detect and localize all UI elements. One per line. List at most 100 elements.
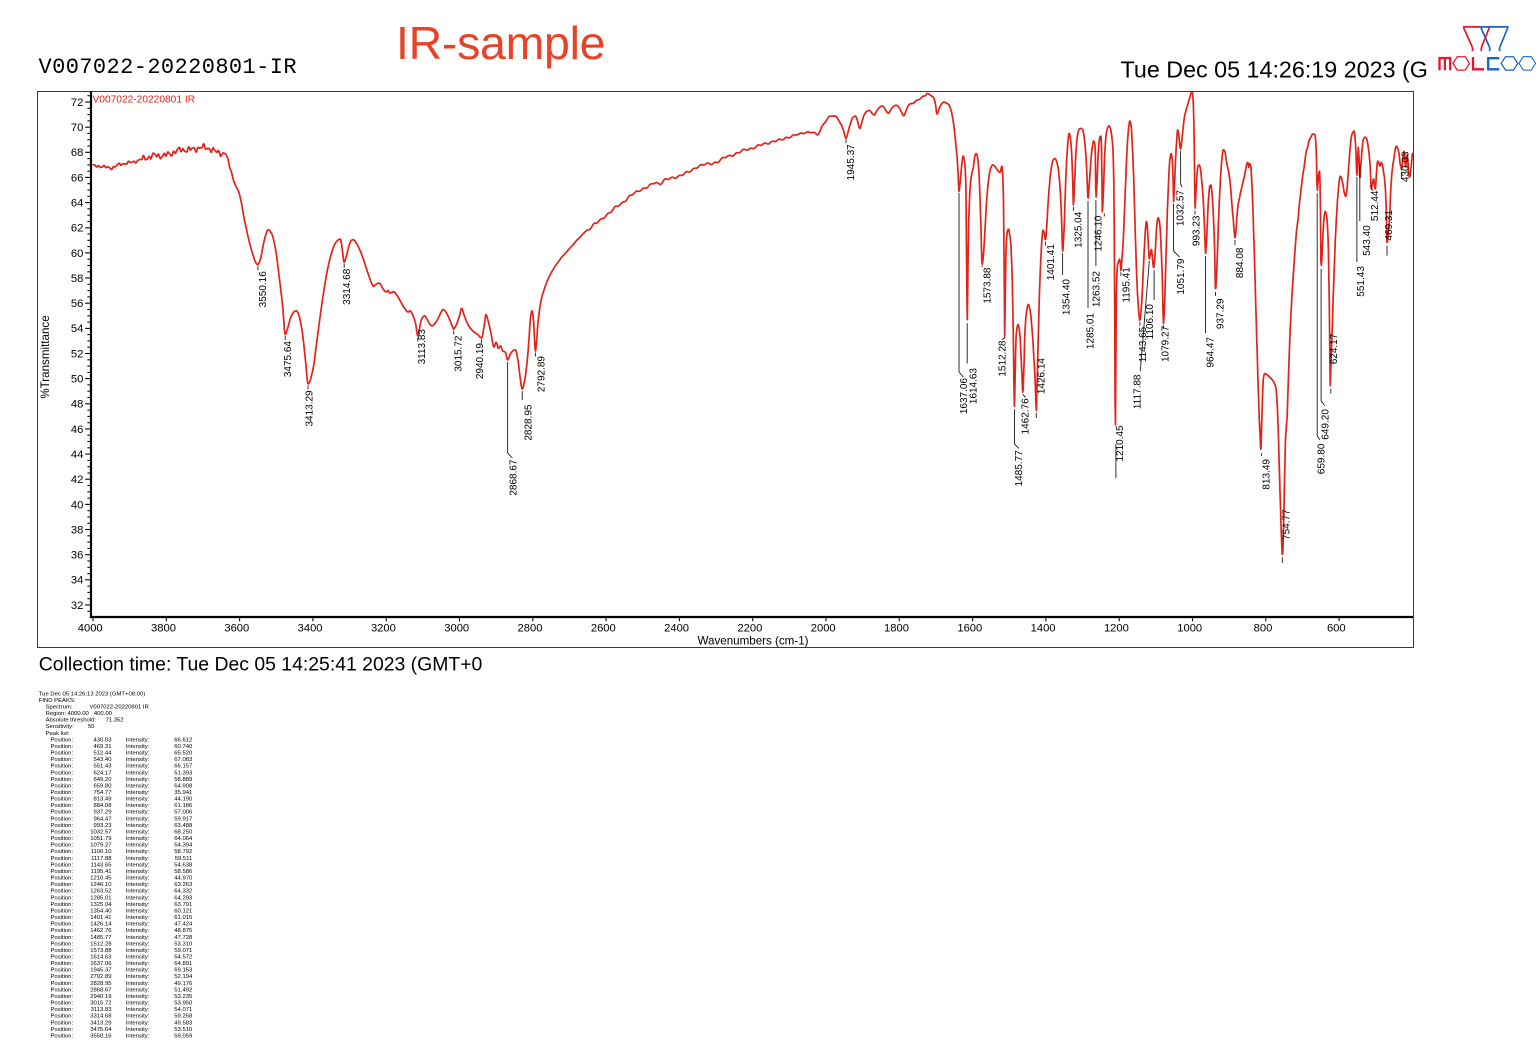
svg-text:3475.64: 3475.64: [90, 1027, 112, 1033]
svg-text:59.258: 59.258: [174, 1014, 193, 1020]
svg-text:35.941: 35.941: [174, 790, 192, 796]
svg-text:964.47: 964.47: [93, 816, 111, 822]
svg-text:Intensity:: Intensity:: [126, 862, 150, 868]
svg-text:Intensity:: Intensity:: [126, 829, 150, 835]
svg-text:Intensity:: Intensity:: [126, 757, 150, 763]
svg-text:59.071: 59.071: [174, 948, 192, 954]
svg-text:64.891: 64.891: [174, 961, 192, 967]
svg-text:2828.95: 2828.95: [90, 981, 112, 987]
svg-text:Wavenumbers (cm-1): Wavenumbers (cm-1): [697, 635, 808, 648]
svg-text:65.520: 65.520: [174, 751, 193, 757]
svg-text:48: 48: [71, 399, 83, 411]
svg-text:Position:: Position:: [51, 797, 74, 803]
svg-text:Position:: Position:: [51, 757, 74, 763]
svg-text:Intensity:: Intensity:: [126, 908, 150, 914]
svg-text:Position:: Position:: [51, 862, 74, 868]
svg-text:Position:: Position:: [51, 882, 74, 888]
svg-text:Position:: Position:: [51, 1007, 74, 1013]
svg-text:1285.01: 1285.01: [1086, 313, 1097, 350]
svg-text:52.194: 52.194: [174, 974, 193, 980]
svg-text:Position:: Position:: [51, 836, 74, 842]
svg-text:Intensity:: Intensity:: [126, 1033, 150, 1039]
svg-text:Intensity:: Intensity:: [126, 948, 150, 954]
svg-text:Intensity:: Intensity:: [126, 843, 150, 849]
svg-text:Absolute threshold:: Absolute threshold:: [46, 718, 97, 724]
svg-text:Position:: Position:: [51, 994, 74, 1000]
svg-text:Position:: Position:: [51, 1001, 74, 1007]
svg-text:543.40: 543.40: [93, 757, 112, 763]
svg-text:1945.37: 1945.37: [90, 968, 111, 974]
svg-text:3413.29: 3413.29: [305, 390, 316, 427]
svg-text:Position:: Position:: [51, 783, 74, 789]
svg-text:964.47: 964.47: [1205, 337, 1216, 368]
svg-text:3200: 3200: [371, 623, 396, 635]
svg-text:Position:: Position:: [51, 803, 74, 809]
svg-text:1600: 1600: [957, 623, 982, 635]
svg-text:34: 34: [71, 575, 83, 587]
svg-text:Intensity:: Intensity:: [126, 922, 150, 928]
svg-text:63.263: 63.263: [174, 882, 193, 888]
svg-text:Position:: Position:: [51, 1033, 74, 1039]
svg-text:993.23: 993.23: [1192, 215, 1203, 246]
svg-text:1143.65: 1143.65: [91, 862, 113, 868]
svg-text:2600: 2600: [591, 623, 616, 635]
svg-text:Intensity:: Intensity:: [126, 856, 150, 862]
svg-text:1485.77: 1485.77: [1014, 450, 1025, 487]
svg-text:54.071: 54.071: [174, 1007, 192, 1013]
svg-text:2940.19: 2940.19: [475, 343, 486, 380]
svg-text:64: 64: [71, 198, 83, 210]
svg-text:Position:: Position:: [51, 764, 74, 770]
svg-text:1573.88: 1573.88: [983, 267, 994, 304]
svg-text:3400: 3400: [298, 623, 323, 635]
svg-text:58.586: 58.586: [174, 869, 193, 875]
svg-text:1800: 1800: [884, 623, 909, 635]
svg-text:Intensity:: Intensity:: [126, 816, 150, 822]
svg-text:551.43: 551.43: [1356, 266, 1367, 297]
svg-text:36: 36: [71, 550, 83, 562]
svg-text:48.875: 48.875: [174, 928, 193, 934]
svg-text:Position:: Position:: [51, 790, 74, 796]
svg-text:1285.01: 1285.01: [90, 895, 111, 901]
svg-text:V007022-20220801 IR: V007022-20220801 IR: [93, 95, 196, 106]
svg-text:600: 600: [1327, 623, 1346, 635]
svg-text:51.492: 51.492: [174, 987, 192, 993]
svg-text:68: 68: [71, 147, 83, 159]
svg-text:Position:: Position:: [51, 961, 74, 967]
svg-text:Position:: Position:: [51, 876, 74, 882]
svg-text:42: 42: [71, 474, 83, 486]
svg-text:1354.40: 1354.40: [1062, 279, 1073, 316]
svg-text:1200: 1200: [1104, 623, 1129, 635]
svg-text:50: 50: [88, 724, 95, 730]
svg-text:53.950: 53.950: [174, 1001, 193, 1007]
svg-text:1614.63: 1614.63: [969, 368, 980, 405]
svg-text:64.064: 64.064: [174, 836, 193, 842]
svg-text:Position:: Position:: [51, 902, 74, 908]
svg-text:Intensity:: Intensity:: [126, 1001, 150, 1007]
svg-text:Intensity:: Intensity:: [126, 764, 150, 770]
svg-text:1195.41: 1195.41: [91, 869, 112, 875]
svg-text:2800: 2800: [518, 623, 543, 635]
svg-text:Intensity:: Intensity:: [126, 987, 150, 993]
svg-text:Position:: Position:: [51, 823, 74, 829]
svg-text:Intensity:: Intensity:: [126, 876, 150, 882]
svg-text:Intensity:: Intensity:: [126, 783, 150, 789]
svg-text:2792.89: 2792.89: [536, 356, 547, 393]
svg-text:58.889: 58.889: [174, 777, 192, 783]
svg-text:Intensity:: Intensity:: [126, 928, 150, 934]
svg-text:3550.16: 3550.16: [90, 1033, 112, 1039]
svg-text:60: 60: [71, 248, 83, 260]
svg-text:Position:: Position:: [51, 1014, 74, 1020]
svg-text:3550.16: 3550.16: [258, 271, 269, 308]
svg-text:59.059: 59.059: [174, 1033, 192, 1039]
svg-text:Intensity:: Intensity:: [126, 961, 150, 967]
svg-text:469.31: 469.31: [93, 744, 111, 750]
svg-text:54: 54: [71, 323, 83, 335]
svg-text:Tue Dec 05 14:26:13 2023 (GMT+: Tue Dec 05 14:26:13 2023 (GMT+08:00): [39, 691, 145, 697]
svg-text:Position:: Position:: [51, 1020, 74, 1026]
svg-text:57.006: 57.006: [174, 810, 193, 816]
svg-text:66.612: 66.612: [174, 737, 192, 743]
svg-text:Intensity:: Intensity:: [126, 836, 150, 842]
svg-text:Intensity:: Intensity:: [126, 889, 150, 895]
svg-text:Position:: Position:: [51, 856, 74, 862]
svg-text:Intensity:: Intensity:: [126, 981, 150, 987]
